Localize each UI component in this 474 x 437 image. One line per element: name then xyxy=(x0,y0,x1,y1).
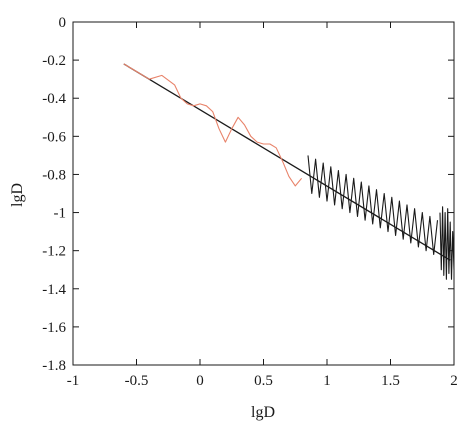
x-tick-label: 1 xyxy=(323,373,331,389)
x-tick-label: 1.5 xyxy=(381,373,400,389)
ticks-layer: -1 -0.5 0 0.5 1 1.5 2 0 -0.2 -0.4 -0.6 -0.8 -1 -1.2 -1… xyxy=(42,15,458,389)
x-axis-title: lgD xyxy=(251,404,275,421)
black-oscillation-line xyxy=(307,155,439,256)
x-tick-label: 2 xyxy=(450,373,458,389)
y-tick-label: -1 xyxy=(54,206,67,222)
series-layer xyxy=(123,63,455,280)
y-tick-label: -1.6 xyxy=(42,320,66,336)
y-tick-label: 0 xyxy=(59,15,67,31)
x-tick-label: -1 xyxy=(67,373,80,389)
y-tick-label: -1.2 xyxy=(42,244,66,260)
y-tick-label: -1.4 xyxy=(42,282,66,298)
y-tick-label: -0.2 xyxy=(42,53,66,69)
x-tick-label: 0 xyxy=(196,373,204,389)
y-axis-title: lgD xyxy=(9,183,26,207)
plot-frame xyxy=(72,21,455,366)
x-tick-label: 0.5 xyxy=(254,373,273,389)
fit-line xyxy=(123,63,451,261)
y-tick-label: -0.8 xyxy=(42,167,66,183)
dense-oscillation-line xyxy=(439,206,455,280)
x-tick-label: -0.5 xyxy=(125,373,149,389)
y-tick-label: -0.4 xyxy=(42,91,66,107)
y-tick-label: -1.8 xyxy=(42,358,66,374)
orange-oscillation-line xyxy=(123,63,303,187)
y-tick-label: -0.6 xyxy=(42,129,66,145)
